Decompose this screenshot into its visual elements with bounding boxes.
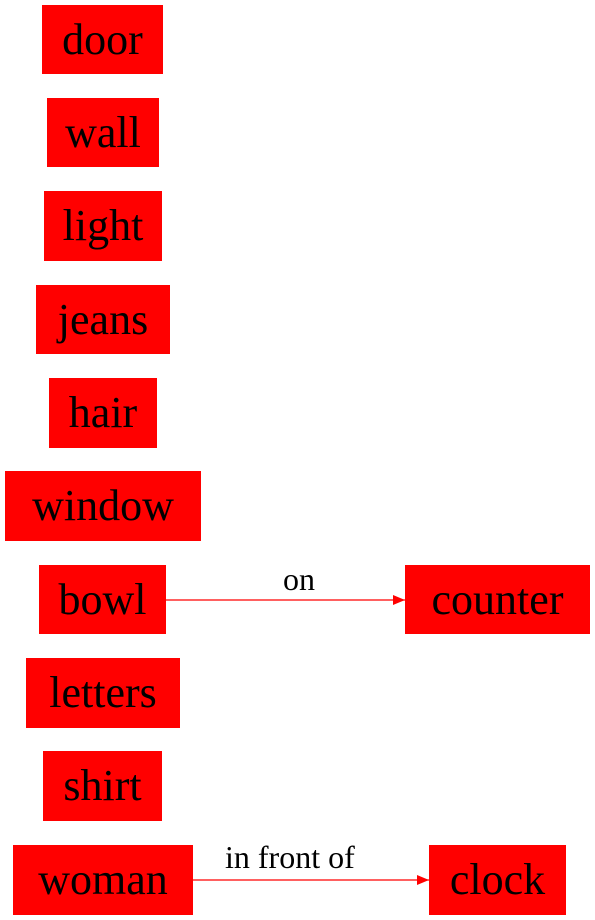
- node-hair: hair: [49, 378, 157, 448]
- node-letters: letters: [26, 658, 180, 728]
- node-counter: counter: [405, 565, 590, 634]
- node-jeans: jeans: [36, 285, 170, 354]
- node-woman: woman: [13, 845, 193, 915]
- node-bowl: bowl: [39, 565, 166, 634]
- node-light: light: [44, 191, 162, 261]
- node-door: door: [42, 5, 163, 74]
- node-shirt: shirt: [43, 751, 162, 821]
- node-wall: wall: [47, 98, 159, 167]
- edge-label-in-front-of: in front of: [225, 839, 355, 875]
- node-window: window: [5, 471, 201, 541]
- edge-label-on: on: [283, 561, 315, 597]
- node-clock: clock: [429, 845, 566, 915]
